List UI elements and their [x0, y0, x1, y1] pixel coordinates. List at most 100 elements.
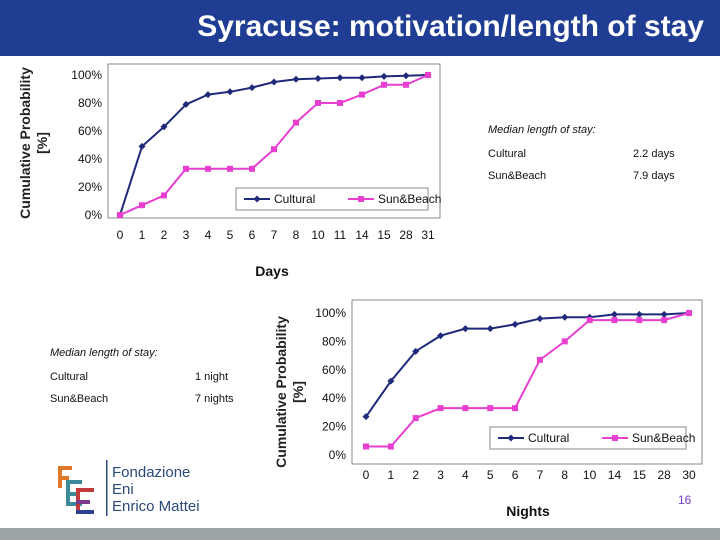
data-point — [358, 74, 366, 82]
x-tick-label: 1 — [388, 468, 395, 482]
feem-logo: Fondazione Eni Enrico Mattei — [52, 460, 222, 520]
x-tick-label: 6 — [249, 228, 256, 242]
median-label: Cultural — [488, 148, 526, 160]
y-tick-label: 100% — [71, 68, 102, 82]
y-axis-label-unit: [%] — [34, 132, 50, 154]
legend-label: Cultural — [528, 431, 569, 445]
y-axis-label-group: Cumulative Probability [%] — [273, 316, 306, 468]
data-point — [636, 317, 643, 324]
x-tick-label: 3 — [183, 228, 190, 242]
data-point — [437, 405, 444, 412]
x-tick-label: 30 — [682, 468, 696, 482]
y-tick-label: 80% — [322, 334, 346, 348]
data-point — [337, 100, 343, 106]
y-tick-label: 0% — [85, 208, 103, 222]
x-axis-label: Nights — [506, 503, 550, 519]
data-point — [117, 212, 123, 218]
data-point — [610, 310, 618, 318]
x-tick-label: 15 — [377, 228, 391, 242]
data-point — [205, 165, 211, 172]
data-point — [462, 405, 469, 412]
x-tick-label: 31 — [421, 228, 435, 242]
x-tick-label: 7 — [537, 468, 544, 482]
data-point — [412, 347, 420, 355]
chart-nights: 0% 20% 40% 60% 80% 100% 0 1 2 3 4 5 6 7 8 10 14 15 28 30 Nig… — [273, 299, 703, 519]
y-tick-label: 20% — [322, 420, 346, 434]
data-point — [161, 192, 167, 199]
median-label: Sun&Beach — [488, 170, 547, 182]
data-point — [486, 325, 494, 333]
x-tick-label: 6 — [512, 468, 519, 482]
data-point — [661, 317, 668, 324]
data-point — [293, 119, 299, 126]
y-axis-label-unit: [%] — [290, 381, 306, 403]
median-heading: Median length of stay: — [50, 347, 158, 359]
data-point — [387, 377, 395, 385]
x-tick-label: 14 — [608, 468, 622, 482]
y-tick-label: 60% — [78, 124, 102, 138]
y-tick-label: 20% — [78, 180, 102, 194]
legend-marker — [253, 195, 261, 203]
data-point — [536, 356, 543, 363]
median-stay-nights: Median length of stay: Cultural 1 night … — [50, 347, 270, 415]
data-point — [635, 310, 643, 318]
data-point — [315, 100, 321, 106]
data-point — [512, 405, 519, 412]
data-point — [381, 81, 387, 88]
x-tick-label: 8 — [293, 228, 300, 242]
data-point — [362, 413, 370, 421]
legend-label: Cultural — [274, 192, 315, 206]
x-tick-label: 28 — [657, 468, 671, 482]
data-point — [139, 202, 145, 209]
legend-marker — [358, 196, 364, 202]
data-point — [412, 415, 419, 422]
median-value: 7.9 days — [633, 170, 675, 182]
data-point — [183, 165, 189, 172]
x-tick-label: 3 — [437, 468, 444, 482]
data-point — [437, 332, 445, 340]
slide-title: Syracuse: motivation/length of stay — [197, 10, 704, 43]
data-point — [336, 74, 344, 82]
legend — [489, 426, 687, 450]
median-heading: Median length of stay: — [488, 124, 596, 136]
data-point — [425, 72, 431, 78]
y-tick-label: 0% — [329, 448, 347, 462]
data-point — [182, 100, 190, 108]
median-row: Sun&Beach 7 nights — [50, 393, 270, 415]
y-tick-label: 40% — [78, 152, 102, 166]
data-point — [611, 317, 618, 324]
legend-label: Sun&Beach — [632, 431, 695, 445]
x-tick-label: 11 — [334, 228, 347, 242]
data-point — [380, 72, 388, 80]
x-tick-label: 4 — [205, 228, 212, 242]
legend — [235, 187, 429, 211]
x-axis-label: Days — [255, 263, 289, 279]
data-point — [536, 315, 544, 323]
data-point — [403, 81, 409, 88]
x-tick-label: 10 — [311, 228, 325, 242]
data-point — [686, 310, 692, 316]
data-point — [248, 84, 256, 92]
x-tick-label: 7 — [271, 228, 278, 242]
chart-days: 0% 20% 40% 60% 80% 100% 0 1 2 3 4 5 6 7 8 10 11 14 15 28 31 D… — [17, 63, 441, 279]
data-point — [160, 123, 168, 131]
data-point — [314, 75, 322, 82]
y-tick-label: 40% — [322, 391, 346, 405]
x-tick-label: 2 — [412, 468, 419, 482]
data-point — [660, 310, 668, 318]
x-tick-label: 10 — [583, 468, 597, 482]
legend-marker — [612, 435, 618, 441]
feem-logo-icon — [58, 460, 108, 516]
x-tick-label: 0 — [117, 228, 124, 242]
data-point — [249, 165, 255, 172]
median-value: 1 night — [195, 371, 229, 383]
x-tick-label: 4 — [462, 468, 469, 482]
y-tick-label: 80% — [78, 96, 102, 110]
footer-bar — [0, 528, 720, 540]
data-point — [461, 325, 469, 333]
y-axis-label: Cumulative Probability — [17, 67, 33, 219]
y-axis-label-group: Cumulative Probability [%] — [17, 67, 50, 219]
median-label: Sun&Beach — [50, 393, 109, 405]
data-point — [363, 443, 369, 450]
x-tick-label: 2 — [161, 228, 168, 242]
